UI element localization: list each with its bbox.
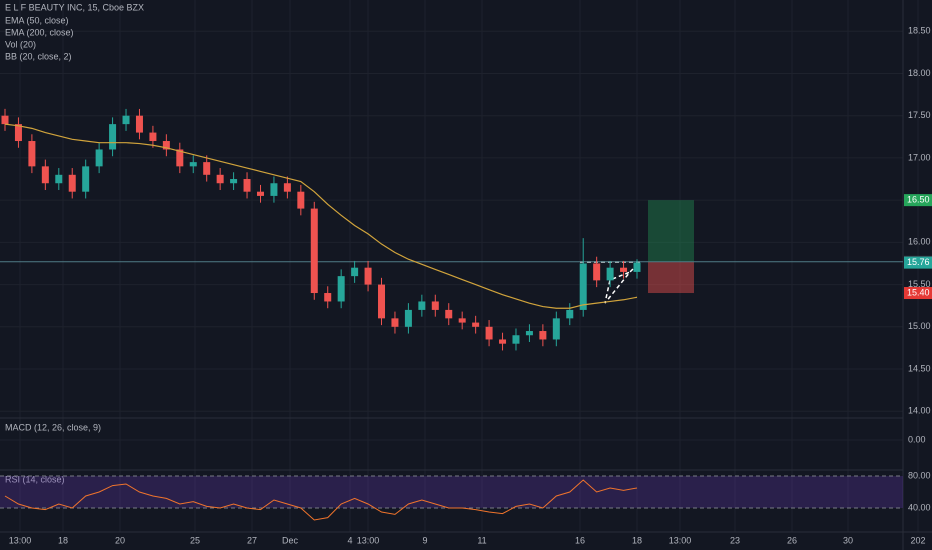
candle-body (364, 267, 372, 285)
candle-body (82, 166, 90, 192)
candle-body (28, 141, 36, 167)
candle-body (122, 115, 130, 125)
y-tick-label: 14.50 (908, 363, 931, 373)
last-price-label: 15.76 (907, 257, 930, 267)
y-tick-label: 17.00 (908, 152, 931, 162)
candle-body (297, 191, 305, 209)
y-tick-label: 40.00 (908, 502, 931, 512)
candle-body (512, 335, 520, 344)
rsi-band (0, 476, 903, 508)
candle-body (189, 162, 197, 167)
x-tick-label: 202 (910, 535, 925, 545)
candle-body (310, 208, 318, 294)
candle-body (404, 309, 412, 327)
y-tick-label: 0.00 (908, 434, 926, 444)
rsi-title: RSI (14, close) (5, 474, 65, 484)
x-tick-label: 20 (115, 535, 125, 545)
macd-title: MACD (12, 26, close, 9) (5, 422, 101, 432)
candle-body (243, 179, 251, 192)
candle-body (283, 183, 291, 192)
candle-body (620, 267, 628, 272)
y-tick-label: 15.00 (908, 321, 931, 331)
candle-body (378, 284, 386, 319)
candle-body (579, 263, 587, 310)
last-price-label-bg (904, 256, 932, 269)
y-tick-label: 80.00 (908, 470, 931, 480)
candle-body (216, 174, 224, 184)
candle-body (68, 174, 76, 192)
candle-body (14, 124, 22, 142)
indicator: BB (20, close, 2) (5, 51, 72, 61)
candle-body (109, 124, 117, 150)
y-tick-label: 14.00 (908, 406, 931, 416)
x-tick-label: 18 (58, 535, 68, 545)
candle-body (445, 309, 453, 319)
candle-body (418, 301, 426, 310)
candle-body (351, 267, 359, 277)
candle-body (41, 166, 49, 184)
candle-body (162, 141, 170, 150)
candle-body (593, 263, 601, 281)
y-tick-label: 18.50 (908, 26, 931, 36)
target-label: 16.50 (907, 195, 930, 205)
candle-body (1, 115, 9, 125)
ema-line (4, 123, 638, 309)
stop-label: 15.40 (907, 287, 930, 297)
candle-body (203, 162, 211, 175)
target-label-bg (904, 194, 932, 207)
candle-body (176, 149, 184, 167)
candle-body (135, 115, 143, 133)
candle-body (95, 149, 103, 167)
stop-label-bg (904, 287, 932, 300)
candle-body (539, 331, 547, 340)
x-tick-label: 25 (190, 535, 200, 545)
x-tick-label: 18 (632, 535, 642, 545)
candle-body (324, 293, 332, 302)
indicator: EMA (50, close) (5, 15, 69, 25)
candle-body (270, 183, 278, 196)
candle-body (149, 132, 157, 142)
indicator: Vol (20) (5, 39, 36, 49)
candle-body (499, 339, 507, 344)
stop-zone (648, 261, 694, 294)
candle-body (337, 276, 345, 302)
x-tick-label: Dec (282, 535, 299, 545)
candle-body (55, 174, 63, 184)
candle-body (633, 262, 641, 272)
candle-body (472, 322, 480, 327)
x-tick-label: 27 (247, 535, 257, 545)
candle-body (431, 301, 439, 310)
candle-body (566, 309, 574, 319)
candle-body (458, 318, 466, 323)
candle-body (485, 326, 493, 340)
y-tick-label: 17.50 (908, 110, 931, 120)
rsi-line (4, 479, 638, 521)
y-tick-label: 15.50 (908, 279, 931, 289)
candle-body (391, 318, 399, 327)
y-tick-label: 16.00 (908, 237, 931, 247)
x-tick-label: 13:00 (357, 535, 380, 545)
x-tick-label: 16 (575, 535, 585, 545)
grid (0, 0, 919, 532)
x-tick-label: 4 (347, 535, 352, 545)
chart-title: E L F BEAUTY INC, 15, Cboe BZX (5, 2, 144, 12)
x-tick-label: 23 (730, 535, 740, 545)
candle-body (606, 267, 614, 281)
y-tick-label: 18.00 (908, 68, 931, 78)
x-tick-label: 30 (843, 535, 853, 545)
candle-body (552, 318, 560, 340)
x-tick-label: 26 (787, 535, 797, 545)
candle-body (256, 191, 264, 196)
candle-body (230, 179, 238, 184)
x-tick-label: 11 (477, 535, 486, 545)
x-tick-label: 13:00 (9, 535, 32, 545)
candle-body (525, 331, 533, 336)
indicator: EMA (200, close) (5, 27, 74, 37)
x-tick-label: 9 (422, 535, 427, 545)
target-zone (648, 200, 694, 262)
x-tick-label: 13:00 (669, 535, 692, 545)
